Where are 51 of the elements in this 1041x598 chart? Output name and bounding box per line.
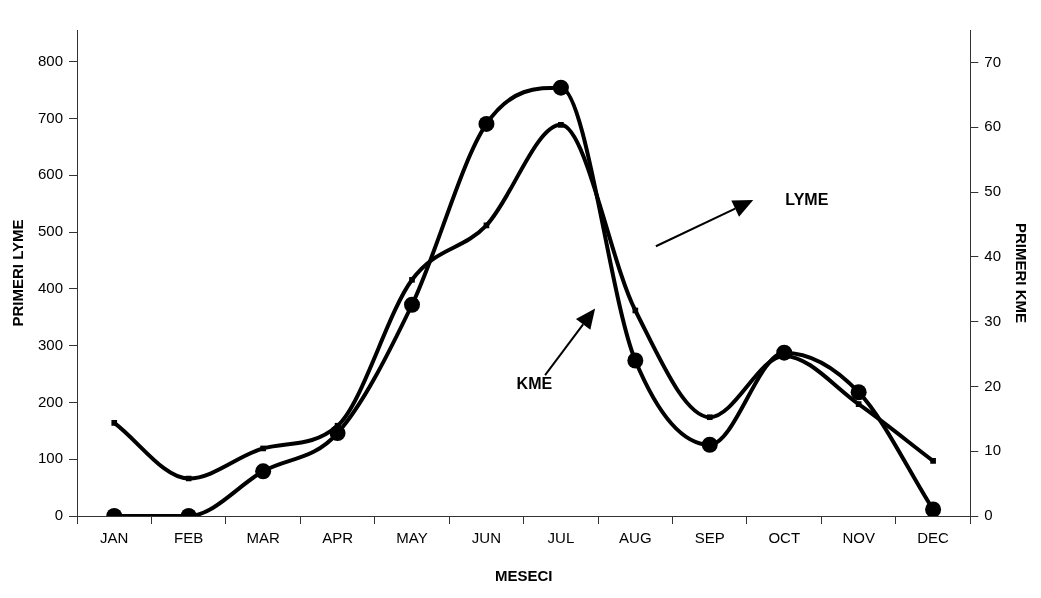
point: [404, 296, 421, 313]
point: [706, 414, 713, 421]
x-tick-label: OCT: [768, 529, 801, 547]
y2-tick-label: 40: [984, 246, 1001, 264]
point: [855, 401, 862, 407]
y-axis-title: PRIMERI LYME: [9, 219, 27, 327]
y2-tick-label: 70: [984, 52, 1001, 70]
x-axis-title: MESECI: [494, 567, 553, 585]
x-tick-label: JUN: [471, 529, 502, 547]
point: [478, 115, 495, 132]
x-tick-label: JAN: [100, 529, 129, 547]
y-tick-label: 700: [38, 108, 64, 126]
point: [260, 445, 266, 452]
y-tick-label: 800: [38, 51, 64, 69]
annotation: KME: [516, 375, 553, 393]
x-tick-label: MAR: [246, 529, 280, 547]
x-tick-label: JUL: [547, 529, 575, 547]
x-tick-label: NOV: [842, 529, 875, 547]
y-tick-label: 300: [38, 335, 64, 353]
point: [627, 352, 644, 369]
y-tick-label: 600: [38, 165, 64, 183]
annotation: LYME: [785, 190, 829, 208]
point: [850, 384, 867, 401]
point: [255, 463, 272, 480]
point: [701, 436, 718, 453]
y-tick-label: 200: [38, 392, 64, 410]
x-tick-label: SEP: [694, 529, 725, 547]
y-tick-label: 100: [38, 449, 64, 467]
x-tick-label: DEC: [917, 529, 950, 547]
y2-tick-label: 50: [984, 182, 1001, 200]
y-tick-label: 400: [38, 279, 64, 297]
point: [483, 222, 490, 229]
point: [185, 475, 192, 482]
y-tick-label: 500: [38, 222, 64, 240]
point: [558, 121, 564, 128]
point: [552, 79, 569, 96]
point: [925, 501, 942, 516]
x-tick-label: FEB: [174, 529, 204, 547]
y2-tick-label: 10: [984, 441, 1001, 459]
x-tick-label: MAY: [396, 529, 428, 547]
y2-tick-label: 60: [984, 117, 1001, 135]
x-tick-label: APR: [322, 529, 354, 547]
y2-tick-label: 30: [984, 311, 1001, 329]
point: [930, 458, 936, 464]
y2-tick-label: 0: [984, 506, 993, 524]
point: [409, 276, 415, 283]
x-tick-label: AUG: [619, 529, 652, 547]
y2-tick-label: 20: [984, 376, 1001, 394]
point: [111, 420, 118, 426]
y2-axis-title: PRIMERI KME: [1012, 222, 1030, 324]
y-tick-label: 0: [54, 506, 64, 524]
